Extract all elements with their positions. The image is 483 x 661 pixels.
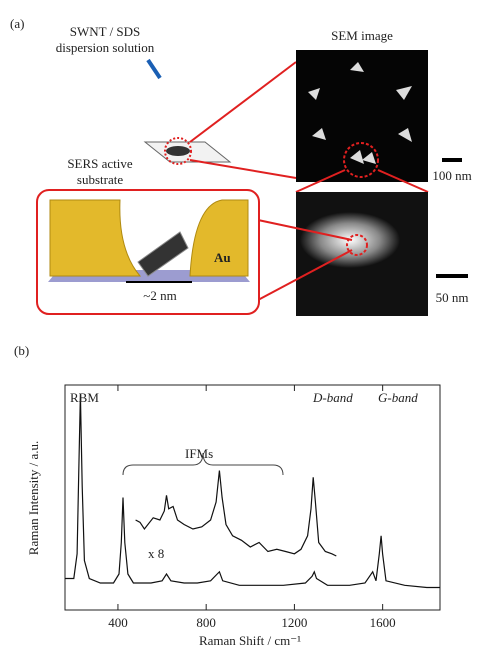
particles [308,62,412,164]
drop [166,146,190,156]
y-axis-label: Raman Intensity / a.u. [26,441,41,555]
spectrum-line [135,470,337,557]
scale-bar [436,274,468,278]
ifm-brace [122,452,284,476]
scale-label: 100 nm [432,168,471,183]
spectrum-line [65,393,440,589]
panel-label: (b) [14,343,29,358]
gold-tip [189,199,249,277]
annotation: G-band [378,390,418,405]
scale-label: 50 nm [436,290,469,305]
sem-title: SEM image [331,28,393,43]
gap-label: ~2 nm [143,288,176,303]
dispersion-label: SWNT / SDS [70,24,141,39]
annotation: D-band [312,390,353,405]
pipette [146,58,162,80]
substrate-label: SERS active [67,156,133,171]
scale-bar [442,158,462,162]
zoom-line [189,159,297,179]
zoom-line [257,249,353,301]
plot-frame [64,384,441,611]
highlight [343,142,379,178]
x-axis-label: Raman Shift / cm⁻¹ [199,633,301,648]
nanotube [137,231,189,277]
panel-label: (a) [10,16,24,31]
metal-label: Au [214,250,231,265]
annotation: x 8 [148,546,164,561]
zoom-line [257,219,353,241]
substrate-label: substrate [77,172,123,187]
x-tick-label: 800 [196,615,216,630]
highlight [164,137,192,165]
highlight [346,234,368,256]
gold-tip [49,199,142,277]
annotation: IFMs [185,446,213,461]
zoom-line [189,61,297,143]
x-tick-label: 400 [108,615,128,630]
x-tick-label: 1600 [370,615,396,630]
zoom-line [295,169,346,193]
zoom-line [377,169,429,193]
annotation: RBM [70,390,99,405]
dispersion-label: dispersion solution [56,40,155,55]
x-tick-label: 1200 [281,615,307,630]
